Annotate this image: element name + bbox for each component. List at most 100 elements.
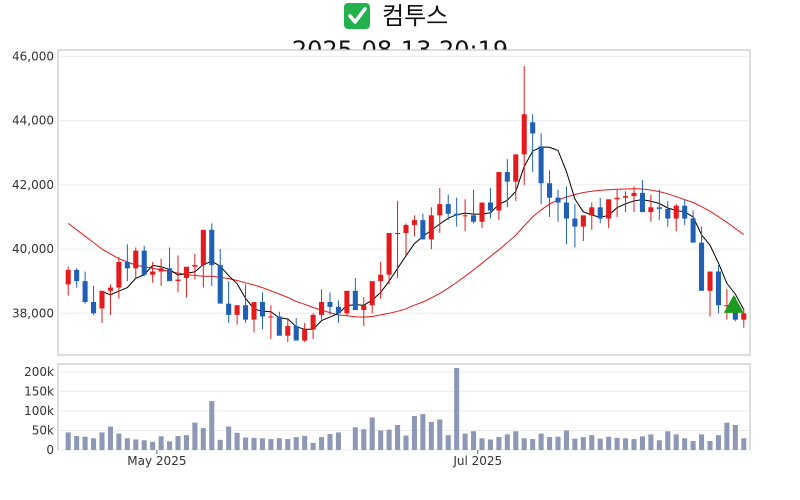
candle-up [513,154,519,201]
candle-body [243,305,249,320]
candle-body [310,314,316,330]
volume-bar [471,431,477,450]
candle-up [361,297,367,327]
volume-bar [243,437,249,450]
volume-tick-label: 100k [24,404,54,418]
candle-up [395,200,401,278]
candle-body [690,218,696,243]
price-tick-label: 42,000 [12,178,54,192]
candle-up [268,305,274,339]
candle-body [479,202,485,222]
candle-down [243,284,249,323]
candle-up [344,290,350,317]
candle-body [487,202,493,211]
volume-tick-label: 200k [24,365,54,379]
candle-down [209,223,215,286]
candle-body [496,172,502,211]
volume-bar [268,439,274,450]
volume-bar [285,439,291,450]
candle-body [521,114,527,155]
candle-body [597,207,603,219]
volume-bar [259,438,265,450]
candle-body [276,316,282,336]
candle-body [352,290,358,311]
x-tick-label: Jul 2025 [452,454,502,468]
volume-bar [167,441,173,450]
check-icon-box [344,3,370,29]
candle-body [682,205,688,219]
candle-up [631,186,637,213]
candle-body [99,290,105,309]
candle-down [259,292,265,330]
candle-body [226,303,232,315]
volume-bar [445,435,451,450]
candle-body [251,302,257,320]
candle-body [614,197,620,200]
candle-up [623,191,629,213]
volume-bar [496,437,502,450]
price-panel: 38,000 40,000 42,000 44,000 46,000 [12,49,751,356]
candle-down [141,245,147,277]
volume-bar [707,441,713,450]
volume-bar [580,437,586,450]
volume-bar [623,438,629,450]
candle-body [150,271,156,275]
candle-body [259,302,265,317]
volume-bar [665,431,671,450]
candle-down [226,281,232,323]
candle-body [547,183,553,198]
volume-bar [504,434,510,450]
candle-up [251,302,257,333]
candle-body [437,204,443,216]
candle-up [234,305,240,325]
volume-bar [82,436,88,450]
signal-marker [723,294,744,313]
candle-down [91,285,97,315]
volume-panel: 0 50k 100k 150k 200k May 2025 Jul 2025 [24,363,751,468]
candle-up [403,223,409,256]
volume-bar [741,438,747,450]
volume-bar [335,432,341,450]
volume-bar [209,401,215,450]
candle-up [99,290,105,323]
candle-down [445,194,451,221]
candle-down [454,197,460,227]
candle-up [437,188,443,233]
volume-bar [454,367,460,450]
candle-up [411,215,417,237]
candle-down [217,249,223,304]
volume-bar [276,438,282,450]
candle-up [673,204,679,232]
volume-bar [361,429,367,450]
candle-body [361,305,367,311]
candle-up [648,194,654,222]
candle-body [293,326,299,341]
volume-bar [513,431,519,450]
candle-down [555,189,561,222]
candle-body [699,242,705,291]
candle-body [428,215,434,240]
volume-bar [437,419,443,450]
candle-down [124,244,130,282]
candle-body [234,305,240,315]
candle-down [293,318,299,341]
candle-body [378,274,384,282]
candle-body [65,269,71,285]
candle-down [82,271,88,304]
volume-bar [597,438,603,450]
candle-body [141,250,147,275]
candle-down [167,247,173,282]
volume-bar [378,430,384,450]
volume-bar [639,436,645,450]
volume-bar [690,441,696,450]
candle-body [167,268,173,282]
volume-bar [555,436,561,450]
candle-down [682,199,688,225]
candle-up [589,202,595,230]
candle-body [74,269,80,282]
volume-bar [572,438,578,450]
candle-body [133,250,139,269]
volume-bar [319,437,325,450]
candle-up [462,199,468,232]
